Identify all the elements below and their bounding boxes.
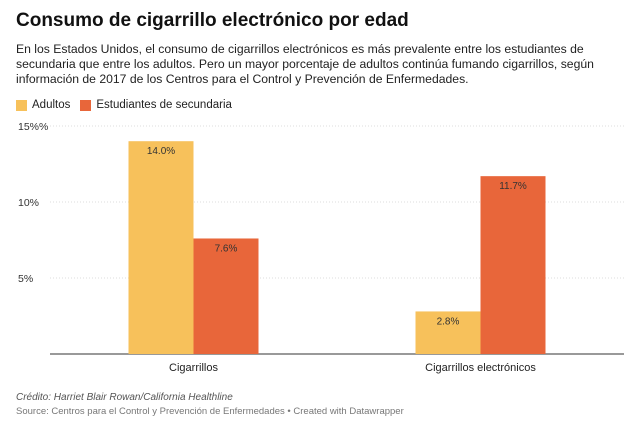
data-label: 7.6% [215,243,238,254]
bar [480,176,546,354]
x-tick-label: Cigarrillos [169,362,218,374]
chart-subtitle: En los Estados Unidos, el consumo de cig… [16,42,594,86]
data-label: 11.7% [499,181,527,192]
bar-chart: 5% 10% 15%% 14.0% 7.6% Cigarrillos 2.8% 11.7% Ci… [18,121,624,374]
bar [128,141,194,354]
source-line: Source: Centros para el Control y Preven… [16,406,404,417]
x-tick-label: Cigarrillos electrónicos [425,362,536,374]
y-tick-label: 5% [18,273,33,285]
legend-swatch-estudiantes [80,99,92,111]
bar [415,311,481,354]
legend-swatch-adultos [16,99,27,111]
legend-label-adultos: Adultos [32,99,71,111]
credit-line: Crédito: Harriet Blair Rowan/California … [16,392,233,403]
bar [193,238,259,354]
y-tick-label: 15%% [18,121,48,133]
chart-title: Consumo de cigarrillo electrónico por ed… [16,10,409,31]
legend-item-adultos: Adultos [16,99,70,111]
data-label: 14.0% [147,146,175,157]
y-tick-label: 10% [18,197,39,209]
legend: Adultos Estudiantes de secundaria [16,99,242,111]
legend-item-estudiantes: Estudiantes de secundaria [80,99,232,111]
legend-label-estudiantes: Estudiantes de secundaria [96,99,232,111]
data-label: 2.8% [437,316,460,327]
